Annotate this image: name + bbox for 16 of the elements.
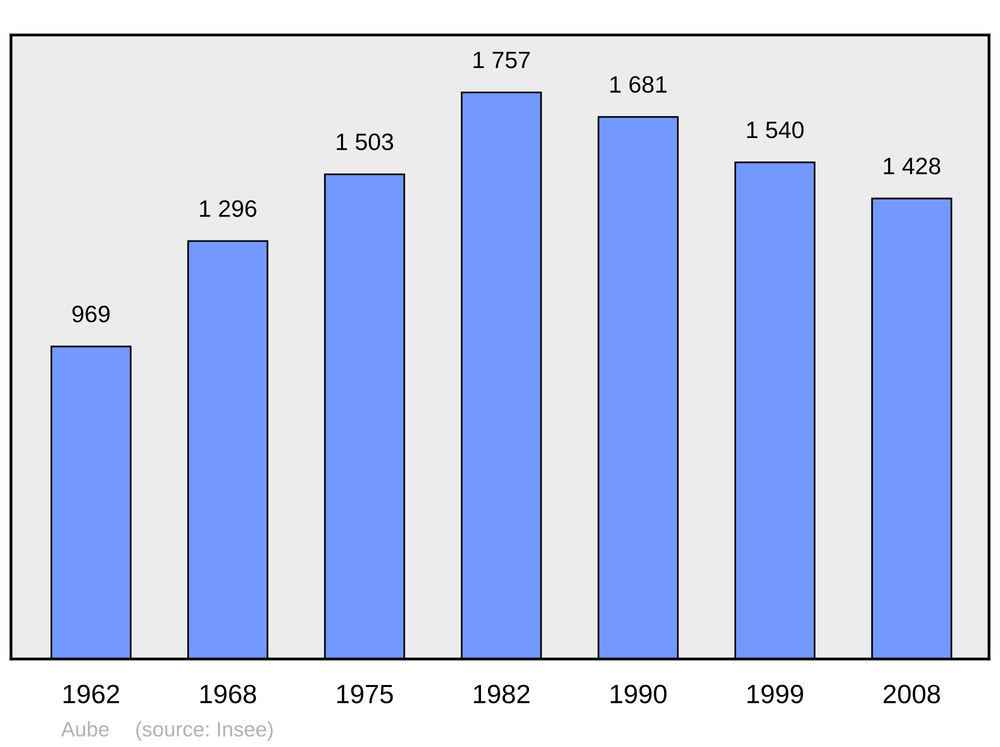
- data-label: 1 757: [474, 52, 530, 68]
- text: Aube: [61, 721, 109, 737]
- x-tick-label: 1975: [337, 684, 393, 704]
- text: (source: Insee): [136, 721, 273, 741]
- x-tick-label: 1982: [474, 684, 530, 704]
- x-tick-label: 1968: [200, 684, 256, 704]
- x-tick-label: 1962: [64, 684, 120, 704]
- data-label: 1 681: [610, 76, 667, 93]
- data-label: 1 428: [884, 158, 940, 174]
- x-tick-label: 1999: [748, 684, 804, 704]
- x-tick-label: 1990: [610, 684, 666, 704]
- data-label: 969: [72, 306, 110, 322]
- data-label: 1 503: [336, 133, 394, 150]
- x-tick-label: 2008: [884, 684, 940, 704]
- data-label: 1 540: [747, 122, 804, 138]
- data-label: 1 296: [200, 200, 256, 217]
